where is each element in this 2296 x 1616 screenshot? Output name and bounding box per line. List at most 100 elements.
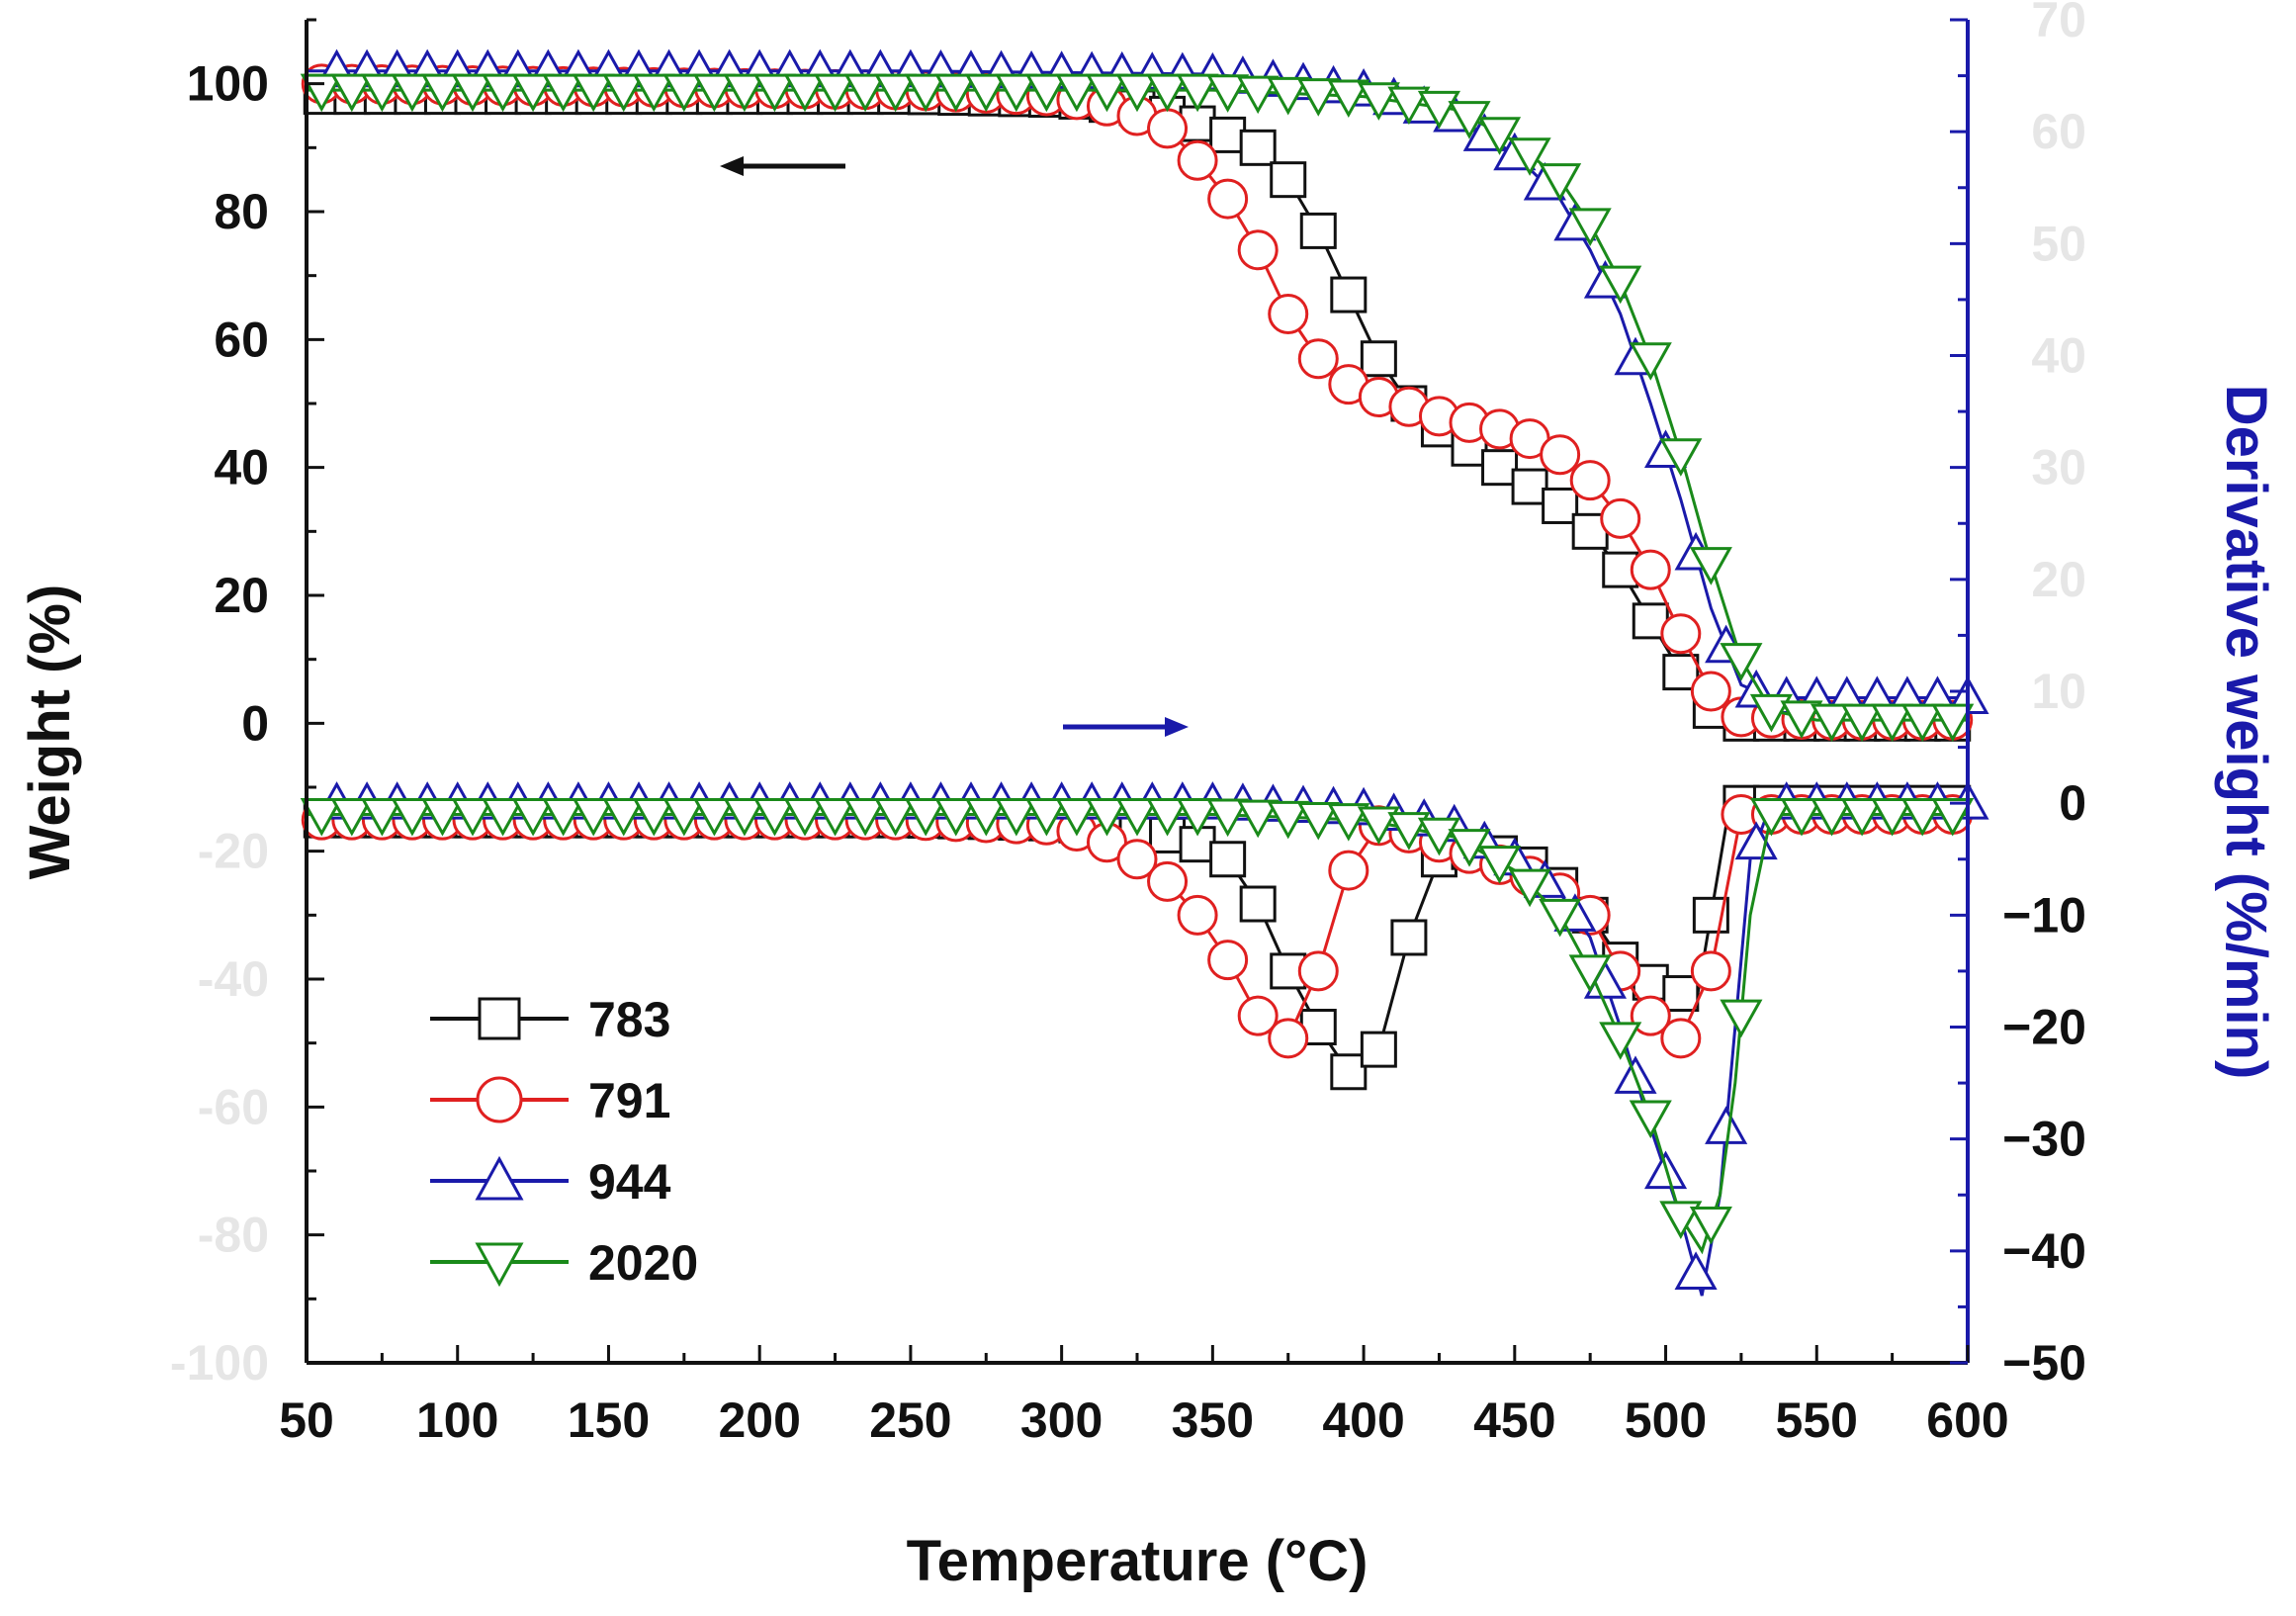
data-point-791	[1268, 293, 1309, 334]
data-point-791	[1147, 108, 1189, 149]
tick-label-layer: 50 100 150 200 250 300 350 400 450 500 550 60010080…	[170, 0, 2086, 1448]
data-point-2020	[1780, 700, 1823, 739]
data-point-2020	[1055, 73, 1099, 113]
y-left-tick-label: 100	[187, 56, 269, 112]
data-point-2020	[1931, 703, 1975, 743]
data-point-791	[1237, 995, 1279, 1036]
legend-marker-icon	[478, 997, 521, 1040]
data-point-2020	[723, 73, 766, 113]
y-right-tick-label: 40	[2031, 328, 2086, 384]
data-point-783	[1360, 1031, 1397, 1068]
data-point-791	[1660, 1018, 1702, 1059]
data-point-2020	[1900, 797, 1944, 837]
y-axis-left-title: Weight (%)	[18, 584, 82, 880]
legend-item-2020: 2020	[430, 1235, 698, 1291]
data-point-2020	[330, 797, 374, 837]
data-point-791	[1237, 229, 1279, 271]
data-point-791	[1207, 178, 1249, 220]
legend-label: 944	[588, 1154, 671, 1210]
data-point-2020	[1176, 73, 1219, 113]
data-point-2020	[813, 797, 857, 837]
y-right-tick-label: 60	[2031, 104, 2086, 159]
data-point-791	[1630, 549, 1671, 590]
data-point-2020	[1508, 137, 1551, 176]
series-line-2020	[307, 812, 1968, 1255]
data-point-2020	[420, 73, 465, 113]
data-point-783	[1542, 487, 1579, 524]
data-point-2020	[783, 73, 827, 113]
data-point-944	[1674, 1251, 1718, 1290]
y-right-tick-label: 70	[2031, 0, 2086, 47]
data-point-2020	[1840, 703, 1884, 743]
data-point-2020	[602, 797, 646, 837]
data-point-2020	[330, 73, 374, 113]
data-point-2020	[662, 797, 706, 837]
right-arrow-head-icon	[1165, 717, 1189, 737]
legend-label: 783	[588, 992, 670, 1047]
data-point-2020	[1810, 703, 1854, 743]
data-point-2020	[1749, 797, 1794, 837]
y-right-tick-label: 10	[2031, 664, 2086, 719]
data-point-2020	[1417, 817, 1461, 856]
data-point-2020	[1145, 797, 1190, 837]
legend-item-944: 944	[430, 1154, 671, 1210]
data-point-791	[1690, 671, 1731, 712]
data-point-2020	[360, 73, 403, 113]
data-point-791	[1147, 860, 1189, 902]
data-point-791	[1116, 839, 1158, 880]
data-point-2020	[1176, 797, 1219, 837]
data-point-2020	[300, 797, 343, 837]
data-point-2020	[1659, 1201, 1703, 1239]
data-point-2020	[843, 73, 887, 113]
series-weight-2020	[300, 73, 1975, 743]
data-point-2020	[964, 73, 1008, 113]
y-left-tick-label: -80	[198, 1208, 269, 1263]
y-right-tick-label: 50	[2031, 216, 2086, 271]
data-point-2020	[1840, 797, 1884, 837]
y-right-tick-label: −30	[2002, 1112, 2086, 1167]
data-point-2020	[1296, 801, 1340, 841]
right-axis-arrow	[1063, 717, 1189, 737]
data-point-2020	[813, 73, 857, 113]
data-point-2020	[1477, 846, 1522, 884]
y-right-tick-label: 30	[2031, 440, 2086, 495]
y-right-tick-label: −20	[2002, 1000, 2086, 1055]
x-axis-title: Temperature (°C)	[907, 1529, 1369, 1593]
left-arrow-head-icon	[720, 156, 744, 176]
x-tick-label: 500	[1625, 1392, 1707, 1448]
data-point-2020	[1931, 797, 1975, 837]
series-weight-944	[307, 48, 1989, 714]
data-point-783	[1299, 212, 1337, 249]
data-point-2020	[843, 797, 887, 837]
y-left-tick-label: -100	[170, 1335, 269, 1391]
data-point-2020	[1871, 703, 1914, 743]
data-point-2020	[1539, 163, 1582, 202]
data-point-2020	[1206, 798, 1250, 838]
data-point-791	[1630, 995, 1671, 1036]
data-point-2020	[1055, 797, 1099, 837]
x-tick-label: 200	[718, 1392, 800, 1448]
data-point-2020	[451, 73, 494, 113]
data-point-2020	[874, 73, 918, 113]
data-point-2020	[964, 797, 1008, 837]
data-point-791	[1569, 460, 1611, 501]
data-point-2020	[783, 797, 827, 837]
x-tick-label: 600	[1926, 1392, 2008, 1448]
data-point-2020	[1267, 76, 1310, 116]
data-point-2020	[1296, 78, 1340, 117]
data-point-2020	[1568, 208, 1612, 247]
y-left-tick-label: 0	[241, 695, 269, 751]
data-point-791	[1207, 940, 1249, 981]
legend-label: 2020	[588, 1235, 698, 1291]
y-right-tick-label: −40	[2002, 1223, 2086, 1279]
data-point-2020	[602, 73, 646, 113]
data-point-2020	[420, 797, 465, 837]
data-point-2020	[1145, 73, 1190, 113]
legend-marker-icon	[475, 1155, 524, 1201]
data-point-2020	[1810, 797, 1854, 837]
data-point-2020	[1629, 1100, 1672, 1139]
data-point-2020	[1387, 812, 1431, 851]
data-point-2020	[511, 73, 555, 113]
data-point-2020	[752, 73, 797, 113]
